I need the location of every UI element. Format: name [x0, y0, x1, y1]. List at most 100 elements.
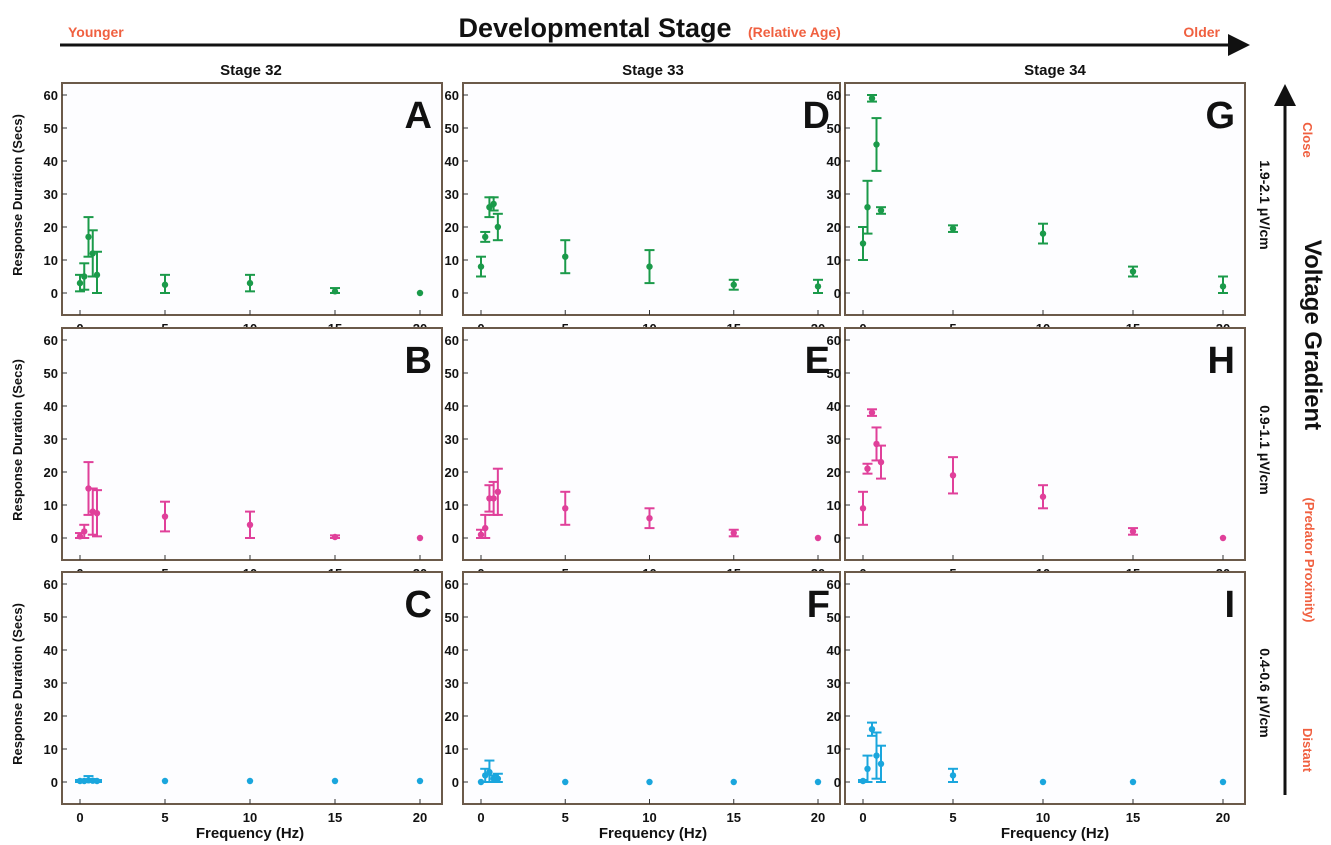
data-point	[81, 528, 88, 535]
y-tick-label: 20	[445, 709, 459, 724]
panel-frame	[462, 82, 841, 316]
row-label-high: 1.9-2.1 μV/cm	[1257, 160, 1273, 250]
y-tick-label: 50	[44, 610, 58, 625]
data-point	[1129, 778, 1137, 786]
y-tick-label: 10	[827, 253, 841, 268]
y-tick-label: 50	[44, 121, 58, 136]
x-tick-label: 5	[161, 810, 168, 825]
y-tick-label: 40	[44, 154, 58, 169]
data-point	[161, 777, 169, 785]
y-tick-label: 60	[827, 333, 841, 348]
data-point	[490, 200, 497, 208]
y-tick-label: 40	[827, 399, 841, 414]
data-point	[814, 283, 822, 290]
data-point	[646, 778, 653, 786]
data-point	[477, 531, 485, 538]
y-tick-label: 10	[827, 498, 841, 513]
x-tick-label: 20	[1216, 810, 1230, 825]
y-tick-label: 10	[445, 253, 459, 268]
column-title-stage34: Stage 34	[1024, 62, 1086, 79]
data-point	[494, 775, 502, 782]
x-tick-label: 10	[243, 810, 257, 825]
column-title-stage33: Stage 33	[622, 62, 684, 79]
y-tick-label: 60	[44, 333, 58, 348]
y-tick-label: 0	[452, 775, 459, 790]
data-point	[864, 465, 871, 472]
y-tick-label: 60	[827, 577, 841, 592]
header-title-note: (Relative Age)	[748, 24, 841, 40]
y-tick-label: 30	[44, 676, 58, 691]
y-tick-label: 40	[445, 399, 459, 414]
y-tick-label: 10	[44, 742, 58, 757]
data-point	[873, 141, 880, 148]
y-tick-label: 10	[44, 253, 58, 268]
panel-G: 010203040506005101520G	[827, 82, 1246, 336]
data-point	[76, 279, 84, 287]
y-tick-label: 20	[445, 465, 459, 480]
x-tick-label: 5	[562, 810, 569, 825]
y-tick-label: 0	[834, 531, 841, 546]
column-title-stage32: Stage 32	[220, 62, 282, 79]
panel-letter: E	[805, 340, 830, 382]
gradient-title: Voltage Gradient	[1299, 240, 1326, 430]
x-tick-label: 20	[413, 810, 427, 825]
y-tick-label: 30	[827, 676, 841, 691]
data-point	[646, 515, 653, 522]
panel-H: 010203040506005101520H	[827, 327, 1246, 581]
data-point	[416, 534, 424, 542]
data-point	[416, 777, 424, 785]
data-point	[877, 207, 885, 214]
y-tick-label: 50	[445, 610, 459, 625]
y-tick-label: 20	[827, 709, 841, 724]
y-tick-label: 50	[827, 610, 841, 625]
y-tick-label: 20	[44, 709, 58, 724]
x-axis-label-col2: Frequency (Hz)	[599, 825, 707, 842]
panel-frame	[462, 327, 841, 561]
gradient-title-note: (Predator Proximity)	[1302, 498, 1317, 623]
y-tick-label: 40	[827, 154, 841, 169]
y-tick-label: 30	[827, 432, 841, 447]
y-tick-label: 10	[445, 498, 459, 513]
data-point	[93, 510, 101, 517]
y-tick-label: 50	[44, 366, 58, 381]
data-point	[868, 95, 876, 102]
panel-C: 0 10 20 30 40 50 60 0 5 10 15 20 C	[44, 571, 443, 825]
x-tick-label: 15	[1126, 810, 1140, 825]
data-point	[730, 281, 737, 288]
y-tick-label: 30	[44, 432, 58, 447]
data-point	[85, 233, 92, 241]
data-point	[246, 279, 254, 287]
data-point	[949, 472, 957, 479]
x-axis-label-col1: Frequency (Hz)	[196, 825, 304, 842]
x-tick-label: 20	[811, 810, 825, 825]
panel-letter: C	[405, 584, 432, 626]
data-point	[1219, 778, 1227, 786]
y-tick-label: 40	[827, 643, 841, 658]
x-tick-label: 0	[76, 810, 83, 825]
panel-frame	[61, 82, 443, 316]
y-tick-label: 50	[827, 366, 841, 381]
data-point	[81, 273, 88, 280]
data-point	[562, 505, 569, 512]
y-tick-label: 10	[445, 742, 459, 757]
data-point	[562, 253, 569, 260]
x-tick-label: 5	[949, 810, 956, 825]
row-label-low: 0.4-0.6 μV/cm	[1257, 648, 1273, 738]
y-axis-label-row3: Response Duration (Secs)	[10, 603, 25, 765]
y-tick-label: 60	[445, 577, 459, 592]
data-point	[246, 521, 254, 528]
panel-frame	[462, 571, 841, 805]
data-point	[477, 263, 485, 270]
y-tick-label: 0	[452, 531, 459, 546]
y-tick-label: 20	[827, 465, 841, 480]
data-point	[161, 281, 169, 288]
y-tick-label: 50	[445, 121, 459, 136]
data-point	[814, 534, 822, 542]
data-point	[1219, 283, 1227, 290]
y-tick-label: 0	[51, 286, 58, 301]
y-tick-label: 40	[44, 399, 58, 414]
data-point	[1219, 534, 1227, 542]
header-title: Developmental Stage	[458, 13, 731, 43]
y-tick-label: 20	[44, 465, 58, 480]
data-point	[868, 409, 876, 416]
